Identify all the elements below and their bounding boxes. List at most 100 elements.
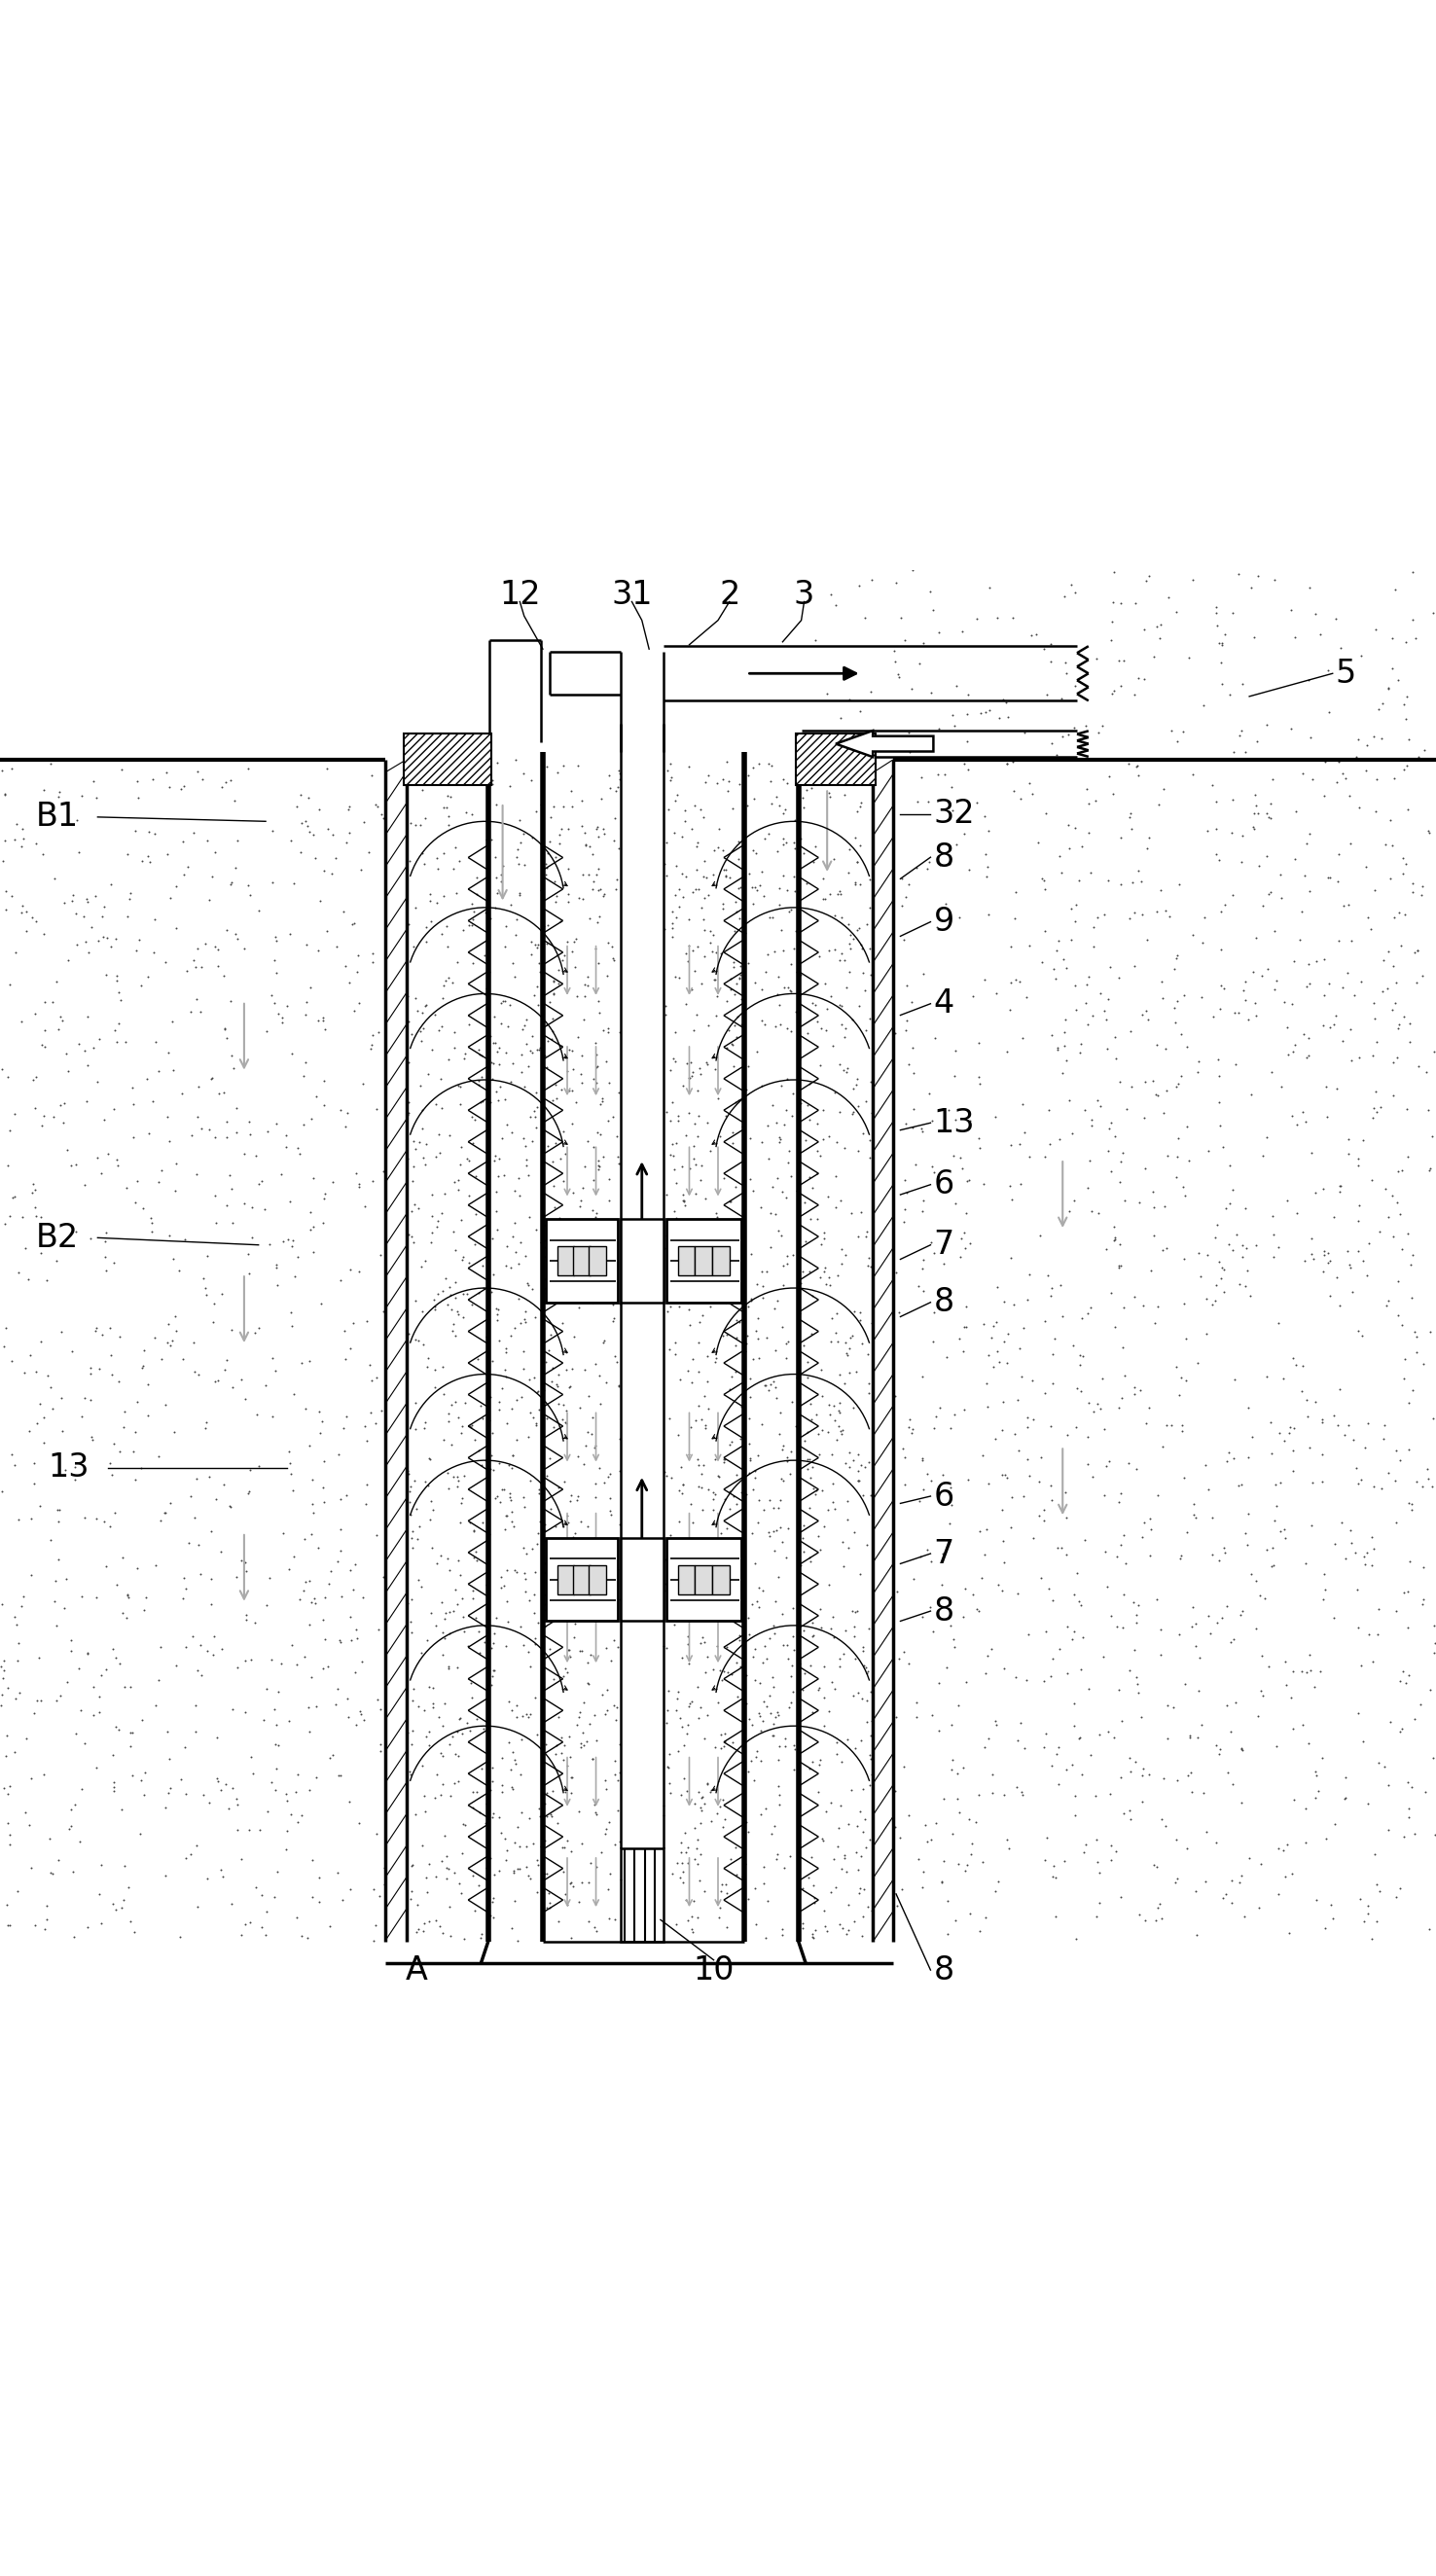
Point xyxy=(1422,592,1436,634)
Point xyxy=(800,1383,823,1425)
Point xyxy=(76,1633,99,1674)
Point xyxy=(238,1113,261,1154)
Point xyxy=(783,927,806,969)
Point xyxy=(968,1056,991,1097)
Point xyxy=(1021,1517,1044,1558)
Point xyxy=(286,786,309,827)
Point xyxy=(722,1267,745,1309)
Point xyxy=(566,1561,589,1602)
Point xyxy=(1422,1736,1436,1777)
Point xyxy=(533,1832,556,1873)
Point xyxy=(95,1546,118,1587)
Point xyxy=(85,1497,108,1538)
Point xyxy=(729,1646,752,1687)
Point xyxy=(1142,1216,1165,1257)
Point xyxy=(808,1257,831,1298)
Point xyxy=(217,1788,240,1829)
Point xyxy=(455,1273,478,1314)
Point xyxy=(248,1808,271,1850)
Point xyxy=(238,876,261,917)
Point xyxy=(949,1218,972,1260)
Point xyxy=(603,799,626,840)
Point xyxy=(1205,587,1228,629)
Point xyxy=(1259,1401,1282,1443)
Point xyxy=(839,951,862,992)
Point xyxy=(95,1249,118,1291)
Point xyxy=(1054,1749,1077,1790)
Point xyxy=(406,1685,429,1726)
Point xyxy=(849,564,872,605)
Point xyxy=(563,920,586,961)
Point xyxy=(145,1546,168,1587)
Point xyxy=(699,1801,722,1842)
Point xyxy=(425,1206,448,1247)
Point xyxy=(447,1396,470,1437)
Point xyxy=(112,1667,135,1708)
Point xyxy=(803,842,826,884)
Point xyxy=(442,1455,465,1497)
Point xyxy=(1093,1473,1116,1515)
Point xyxy=(451,1713,474,1754)
Point xyxy=(781,1234,804,1275)
Point xyxy=(1420,1115,1436,1157)
Point xyxy=(85,876,108,917)
Point xyxy=(1043,1316,1066,1358)
Point xyxy=(582,868,605,909)
Point xyxy=(806,1151,829,1193)
Point xyxy=(857,1651,880,1692)
Point xyxy=(518,1692,541,1734)
Point xyxy=(523,974,546,1015)
Point xyxy=(829,1904,852,1945)
Point xyxy=(1030,1437,1053,1479)
Point xyxy=(823,1072,846,1113)
Point xyxy=(573,811,596,853)
Point xyxy=(857,1363,880,1404)
Point xyxy=(1356,1893,1379,1935)
Point xyxy=(933,755,956,796)
Point xyxy=(277,1430,300,1471)
Point xyxy=(586,848,609,889)
Point xyxy=(0,1340,23,1381)
Point xyxy=(112,1391,135,1432)
Point xyxy=(1381,1041,1404,1082)
Point xyxy=(14,891,37,933)
Point xyxy=(969,693,992,734)
Point xyxy=(39,1520,62,1561)
Point xyxy=(267,1726,290,1767)
Point xyxy=(1340,920,1363,961)
Point xyxy=(1274,1517,1297,1558)
Point xyxy=(511,1010,534,1051)
Point xyxy=(465,1698,488,1739)
Point xyxy=(362,1868,385,1909)
Point xyxy=(497,1680,520,1721)
Point xyxy=(583,1427,606,1468)
Point xyxy=(1096,1028,1119,1069)
Point xyxy=(806,1131,829,1172)
Point xyxy=(1200,1283,1223,1324)
Point xyxy=(740,1118,763,1159)
Point xyxy=(606,765,629,806)
Point xyxy=(1360,1546,1383,1587)
Text: 13: 13 xyxy=(933,1108,975,1139)
Point xyxy=(113,1020,136,1061)
Point xyxy=(995,744,1018,786)
Point xyxy=(593,1463,616,1504)
Point xyxy=(673,801,696,842)
Point xyxy=(770,1914,793,1955)
Point xyxy=(738,1437,761,1479)
Point xyxy=(606,1136,629,1177)
Point xyxy=(780,1381,803,1422)
Point xyxy=(659,1515,682,1556)
Point xyxy=(1225,1682,1248,1723)
Point xyxy=(154,1492,177,1533)
Bar xyxy=(620,1847,663,1942)
Point xyxy=(425,1084,448,1126)
Point xyxy=(398,1481,421,1522)
Point xyxy=(0,1772,19,1814)
Point xyxy=(264,920,287,961)
Point xyxy=(73,1378,96,1419)
Point xyxy=(599,1453,622,1494)
Point xyxy=(846,909,869,951)
Point xyxy=(75,920,98,961)
Point xyxy=(290,804,313,845)
